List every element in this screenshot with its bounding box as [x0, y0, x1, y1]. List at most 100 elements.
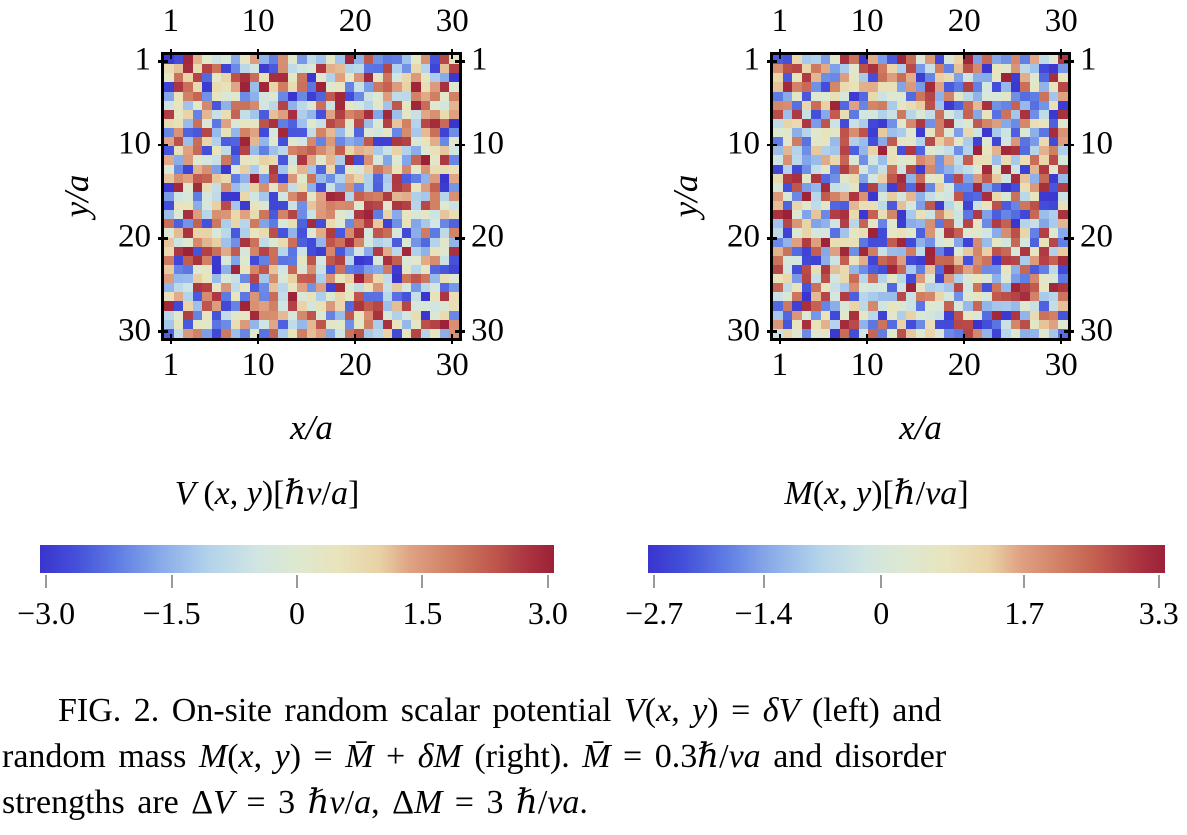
heatmap-cell	[839, 91, 850, 101]
heatmap-cell	[1010, 210, 1021, 220]
heatmap-cell	[411, 283, 421, 293]
heatmap-cell	[173, 328, 184, 338]
heatmap-cell	[1048, 219, 1059, 229]
heatmap-cell	[411, 274, 421, 284]
heatmap-cell	[906, 310, 916, 320]
heatmap-cell	[887, 274, 897, 284]
heatmap-cell	[915, 137, 926, 147]
heatmap-cell	[211, 219, 222, 229]
heatmap-cell	[259, 319, 269, 329]
heatmap-cell	[896, 219, 907, 229]
heatmap-cell	[183, 292, 193, 302]
heatmap-cell	[221, 55, 231, 65]
heatmap-cell	[335, 173, 345, 183]
heatmap-cell	[830, 191, 840, 202]
heatmap-cell	[325, 173, 336, 183]
heatmap-cell	[240, 146, 250, 156]
heatmap-cell	[820, 109, 831, 119]
text-segment: M	[198, 738, 228, 775]
heatmap-cell	[1039, 255, 1049, 265]
heatmap-cell	[773, 255, 783, 265]
heatmap-cell	[820, 91, 831, 101]
heatmap-cell	[982, 219, 992, 229]
heatmap-cell	[211, 91, 222, 101]
heatmap-cell	[183, 237, 193, 247]
heatmap-cell	[773, 237, 783, 247]
heatmap-cell	[1010, 73, 1021, 83]
heatmap-cell	[858, 91, 869, 101]
heatmap-cell	[887, 264, 897, 275]
heatmap-cell	[925, 155, 935, 165]
colorbar-tick	[880, 575, 883, 588]
heatmap-cell	[1039, 219, 1049, 229]
heatmap-cell	[801, 301, 812, 311]
heatmap-cell	[354, 73, 364, 83]
heatmap-cell	[183, 146, 193, 156]
heatmap-cell	[820, 210, 831, 220]
heatmap-cell	[877, 283, 888, 293]
heatmap-cell	[344, 64, 355, 74]
heatmap-cell	[801, 173, 812, 183]
heatmap-cell	[1029, 191, 1040, 202]
heatmap-cell	[1048, 283, 1059, 293]
heatmap-cell	[439, 228, 450, 238]
heatmap-cell	[363, 328, 374, 338]
heatmap-cell	[449, 246, 459, 256]
heatmap-cell	[430, 328, 440, 338]
heatmap-cell	[1039, 55, 1049, 65]
heatmap-cell	[972, 55, 983, 65]
axis-tick	[169, 334, 172, 344]
heatmap-cell	[268, 91, 279, 101]
heatmap-cell	[439, 82, 450, 92]
heatmap-cell	[991, 319, 1002, 329]
colorbar-tick	[45, 575, 48, 588]
heatmap-cell	[306, 219, 317, 229]
heatmap-cell	[858, 146, 869, 156]
heatmap-cell	[240, 237, 250, 247]
heatmap-cell	[325, 191, 336, 202]
y-tick-label-left: 1	[134, 41, 152, 78]
heatmap-cell	[1001, 55, 1011, 65]
heatmap-cell	[401, 301, 412, 311]
heatmap-cell	[268, 82, 279, 92]
heatmap-cell	[316, 91, 326, 101]
heatmap-cell	[915, 146, 926, 156]
heatmap-cell	[915, 274, 926, 284]
heatmap-cell	[773, 100, 783, 110]
heatmap-cell	[906, 301, 916, 311]
heatmap-cell	[1029, 283, 1040, 293]
y-tick-label-left: 20	[727, 218, 760, 255]
heatmap-cell	[392, 182, 402, 192]
heatmap-cell	[991, 82, 1002, 92]
heatmap-cell	[858, 264, 869, 275]
heatmap-cell	[173, 64, 184, 74]
heatmap-cell	[811, 73, 821, 83]
colorbar-tick-label: −2.7	[625, 595, 684, 631]
heatmap-cell	[906, 146, 916, 156]
heatmap-cell	[363, 310, 374, 320]
axis-tick	[158, 330, 168, 333]
heatmap-cell	[173, 219, 184, 229]
colorbar-tick	[421, 575, 424, 588]
heatmap-cell	[811, 82, 821, 92]
heatmap-cell	[934, 64, 945, 74]
heatmap-cell	[449, 201, 459, 211]
heatmap-cell	[449, 64, 459, 74]
heatmap-cell	[906, 210, 916, 220]
heatmap-cell	[1058, 73, 1068, 83]
heatmap-cell	[202, 109, 212, 119]
heatmap-cell	[868, 201, 878, 211]
heatmap-cell	[316, 173, 326, 183]
heatmap-cell	[249, 201, 260, 211]
heatmap-cell	[887, 73, 897, 83]
heatmap-cell	[211, 246, 222, 256]
heatmap-cell	[801, 210, 812, 220]
heatmap-cell	[972, 137, 983, 147]
heatmap-cell	[925, 292, 935, 302]
heatmap-cell	[830, 319, 840, 329]
heatmap-cell	[268, 219, 279, 229]
heatmap-cell	[820, 146, 831, 156]
heatmap-cell	[792, 310, 802, 320]
heatmap-cell	[953, 146, 964, 156]
heatmap-cell	[982, 100, 992, 110]
